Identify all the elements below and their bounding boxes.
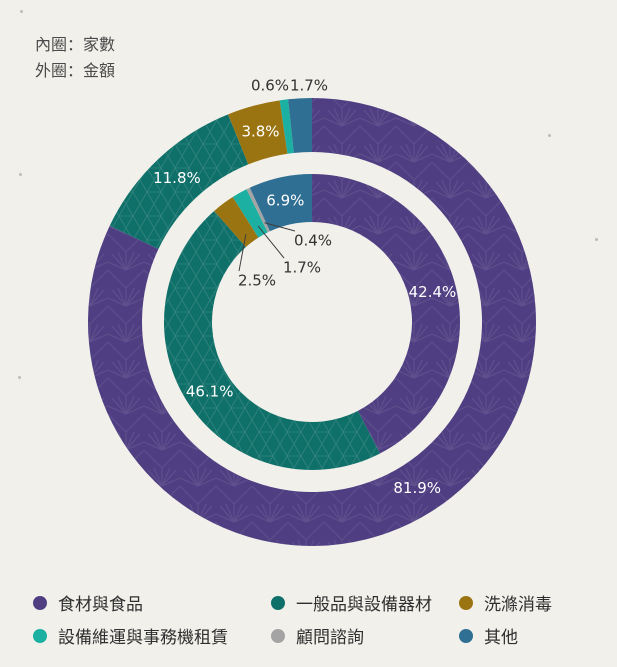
legend-label: 設備維運與事務機租賃 <box>58 628 228 648</box>
outer-slice-1-texture <box>109 114 249 249</box>
inner-label-0: 42.4% <box>409 283 457 301</box>
inner-ring-note: 內圈：家數 <box>35 35 116 54</box>
outer-label-1: 11.8% <box>153 169 201 187</box>
outer-label-0: 81.9% <box>393 479 441 497</box>
inner-slice-4 <box>246 187 270 233</box>
outer-label-5: 1.7% <box>290 77 328 95</box>
outer-label-2: 3.8% <box>241 122 279 140</box>
outer-slice-2 <box>228 100 288 165</box>
legend-label: 洗滌消毒 <box>484 595 552 615</box>
legend-marker-icon <box>33 595 47 610</box>
inner-label-1: 46.1% <box>186 383 234 401</box>
inner-label-4: 0.4% <box>294 232 332 250</box>
paper-speck <box>595 238 598 241</box>
paper-speck <box>548 134 551 137</box>
legend-item-2: 洗滌消毒 <box>459 590 552 615</box>
inner-slice-5 <box>249 174 312 232</box>
inner-leader-4 <box>264 222 296 232</box>
outer-ring-note: 外圈：金額 <box>35 61 116 80</box>
inner-label-3: 1.7% <box>283 259 321 277</box>
legend-label: 其他 <box>484 628 518 648</box>
legend-label: 顧問諮詢 <box>296 628 364 648</box>
paper-speck <box>19 173 22 176</box>
inner-leader-2 <box>238 233 247 272</box>
legend-item-5: 其他 <box>459 623 518 648</box>
inner-slice-2 <box>214 197 259 247</box>
slice-labels: 42.4% 46.1% 6.9% 2.5% 1.7% 0.4% 81.9% 11.8% 3.8%… <box>153 77 456 498</box>
inner-ring <box>164 174 460 470</box>
legend-item-1: 一般品與設備器材 <box>271 590 432 615</box>
legend-marker-icon <box>271 628 285 643</box>
inner-leader-3 <box>257 225 285 259</box>
inner-label-5: 6.9% <box>266 191 304 209</box>
legend-item-0: 食材與食品 <box>33 590 143 615</box>
legend-marker-icon <box>271 595 285 610</box>
chart-note: 內圈：家數 外圈：金額 <box>35 32 115 84</box>
inner-slice-1-texture <box>164 210 381 470</box>
outer-label-3: 0.6% <box>251 77 289 95</box>
inner-label-2: 2.5% <box>238 272 276 290</box>
outer-slice-5 <box>288 98 312 153</box>
outer-slice-3 <box>279 99 294 154</box>
inner-slice-0-texture <box>312 174 460 454</box>
paper-speck <box>20 10 23 13</box>
paper-speck <box>18 376 21 379</box>
legend-item-3: 設備維運與事務機租賃 <box>33 623 228 648</box>
legend-label: 食材與食品 <box>58 595 143 615</box>
legend-marker-icon <box>459 628 473 643</box>
legend-marker-icon <box>459 595 473 610</box>
leader-lines <box>238 222 296 272</box>
legend-label: 一般品與設備器材 <box>296 595 432 615</box>
legend-marker-icon <box>33 628 47 643</box>
outer-ring <box>87 98 536 546</box>
legend-item-4: 顧問諮詢 <box>271 623 364 648</box>
inner-slice-3 <box>232 189 268 238</box>
